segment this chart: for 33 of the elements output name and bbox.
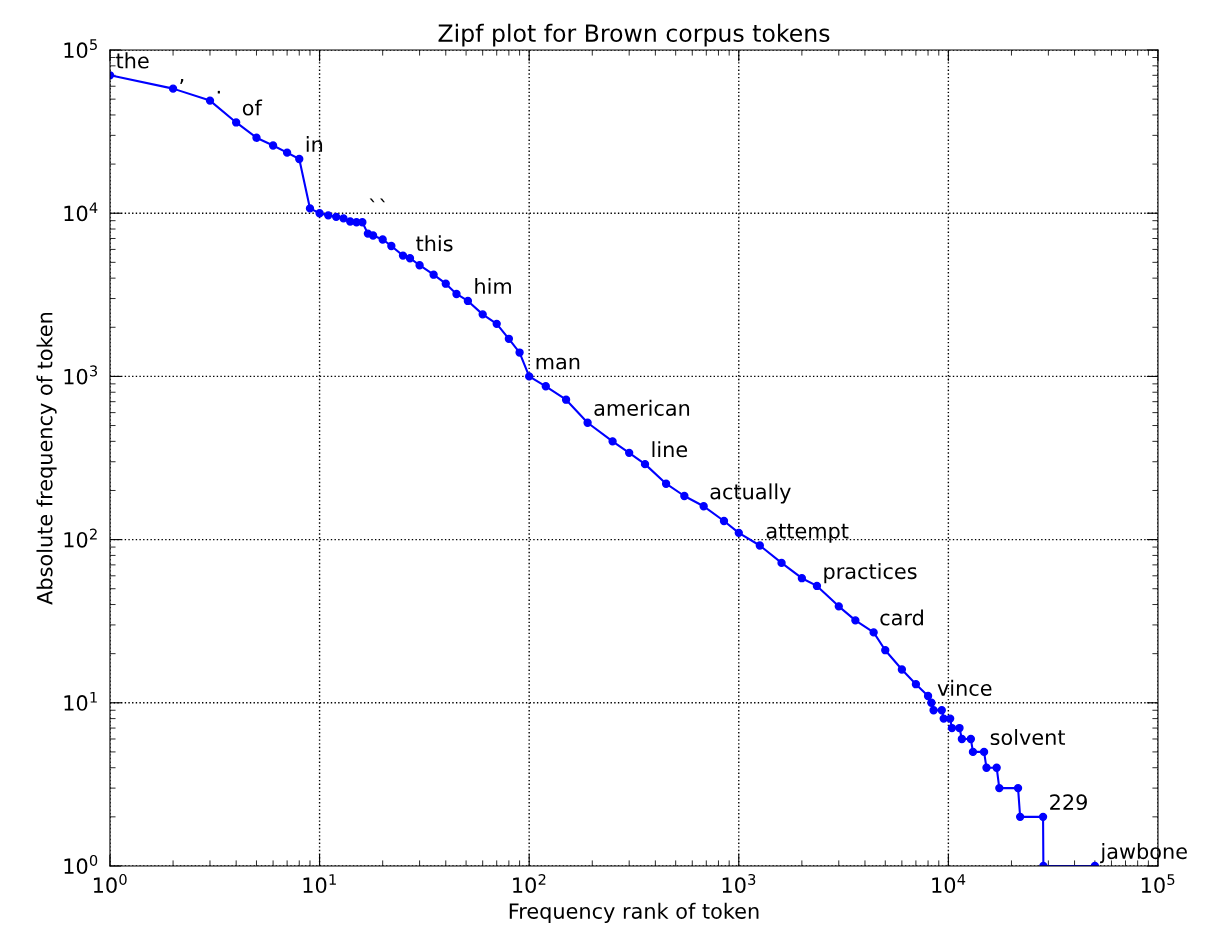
annotation: solvent — [990, 728, 1066, 746]
chart-title: Zipf plot for Brown corpus tokens — [438, 23, 830, 47]
y-tick-label: 10$^{0}$ — [64, 854, 98, 875]
y-tick-label: 10$^{3}$ — [64, 365, 98, 385]
annotation: attempt — [766, 523, 849, 543]
annotation: , — [180, 78, 184, 84]
annotation: card — [880, 609, 923, 626]
annotation: this — [416, 235, 453, 252]
annotation: actually — [710, 483, 791, 504]
annotation: line — [652, 441, 688, 458]
x-axis-title: Frequency rank of token — [509, 902, 759, 923]
annotation: american — [594, 399, 690, 416]
y-tick-label: 10$^{4}$ — [64, 202, 98, 222]
x-tick-label: 10$^{1}$ — [303, 874, 336, 894]
y-tick-label: 10$^{2}$ — [64, 528, 97, 548]
x-tick-label: 10$^{3}$ — [722, 873, 756, 894]
y-tick-label: 10$^{1}$ — [64, 691, 97, 711]
annotation: 229 — [1050, 794, 1087, 811]
annotation: of — [242, 99, 263, 116]
annotation: the — [116, 52, 149, 69]
annotation: him — [475, 278, 511, 294]
y-tick-label: 10$^{5}$ — [64, 39, 97, 59]
annotation: vince — [937, 679, 992, 696]
x-tick-label: 10$^{0}$ — [93, 873, 127, 894]
annotation: in — [306, 136, 323, 152]
annotation: `` — [369, 198, 385, 203]
annotation: . — [217, 90, 220, 94]
x-tick-label: 10$^{5}$ — [1141, 874, 1175, 894]
annotation: man — [536, 357, 580, 370]
x-tick-label: 10$^{2}$ — [513, 873, 546, 894]
annotation: practices — [824, 563, 917, 584]
y-axis-title: Absolute frequency of token — [36, 312, 57, 605]
x-tick-label: 10$^{4}$ — [932, 874, 966, 894]
